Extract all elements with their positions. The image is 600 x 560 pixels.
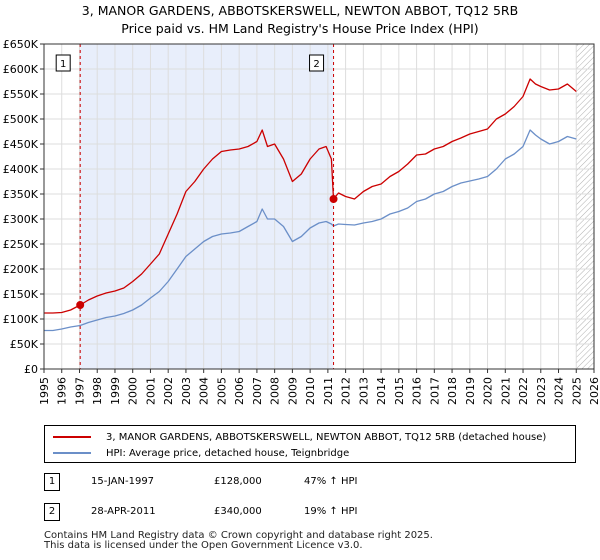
y-tick-label: £150K [3, 288, 39, 301]
footer-licence: This data is licensed under the Open Gov… [44, 540, 363, 551]
x-tick-label: 2003 [180, 377, 193, 405]
x-tick-label: 2010 [304, 377, 317, 405]
sale-row: 2 28-APR-2011 £340,000 19% ↑ HPI [44, 503, 574, 523]
y-tick-label: £600K [3, 63, 39, 76]
sale-hpi-change: 47% ↑ HPI [304, 476, 358, 487]
y-tick-label: £550K [3, 88, 39, 101]
price-chart: 1 2 £0 £50K £100K £150K £200K £250K £300K £350K £… [3, 38, 600, 405]
legend-swatch-hpi [53, 452, 91, 454]
x-tick-label: 2019 [464, 377, 477, 405]
hpi-series-line [44, 129, 577, 332]
x-tick-label: 2013 [357, 377, 370, 405]
x-tick-label: 2020 [482, 377, 495, 405]
y-tick-label: £450K [3, 138, 39, 151]
x-tick-label: 2024 [553, 377, 566, 405]
x-tick-label: 2004 [198, 377, 211, 405]
x-tick-label: 2007 [251, 377, 264, 405]
ownership-shade [80, 44, 334, 369]
sale-price: £340,000 [214, 506, 262, 517]
y-tick-label: £0 [24, 363, 38, 376]
x-tick-label: 2018 [446, 377, 459, 405]
chart-subtitle: Price paid vs. HM Land Registry's House … [121, 21, 479, 36]
x-tick-label: 1997 [73, 377, 86, 405]
sale-price: £128,000 [214, 476, 262, 487]
sale-badge: 1 [44, 473, 60, 491]
annotation-label: 2 [313, 59, 319, 70]
x-tick-label: 1998 [91, 377, 104, 405]
x-tick-label: 2016 [411, 377, 424, 405]
sale-point [329, 195, 338, 203]
sale-hpi-change: 19% ↑ HPI [304, 506, 358, 517]
legend-label-hpi: HPI: Average price, detached house, Teig… [106, 447, 350, 459]
x-tick-label: 1995 [38, 377, 51, 405]
y-tick-label: £500K [3, 113, 39, 126]
legend-item-property: 3, MANOR GARDENS, ABBOTSKERSWELL, NEWTON… [53, 429, 546, 445]
y-tick-label: £650K [3, 38, 39, 51]
chart-title: 3, MANOR GARDENS, ABBOTSKERSWELL, NEWTON… [81, 3, 519, 18]
y-tick-label: £300K [3, 213, 39, 226]
x-tick-label: 2025 [570, 377, 583, 405]
sale-badge: 2 [44, 503, 60, 521]
x-tick-label: 1999 [109, 377, 122, 405]
y-tick-label: £100K [3, 313, 39, 326]
sale-row: 1 15-JAN-1997 £128,000 47% ↑ HPI [44, 473, 574, 493]
x-tick-label: 2008 [269, 377, 282, 405]
sale-point [76, 301, 85, 309]
y-tick-label: £250K [3, 238, 39, 251]
plot-frame [43, 43, 595, 370]
x-tick-label: 2014 [375, 377, 388, 405]
y-tick-label: £400K [3, 163, 39, 176]
chart-title-block: 3, MANOR GARDENS, ABBOTSKERSWELL, NEWTON… [0, 2, 600, 38]
legend: 3, MANOR GARDENS, ABBOTSKERSWELL, NEWTON… [44, 425, 576, 463]
legend-swatch-property [53, 436, 91, 438]
footer-copyright: Contains HM Land Registry data © Crown c… [44, 530, 433, 541]
x-tick-label: 1996 [56, 377, 69, 405]
x-tick-label: 2009 [286, 377, 299, 405]
property-series-line [44, 78, 577, 314]
x-tick-label: 2022 [517, 377, 530, 405]
y-tick-label: £350K [3, 188, 39, 201]
y-tick-label: £200K [3, 263, 39, 276]
footer: Contains HM Land Registry data © Crown c… [44, 531, 433, 551]
sale-date: 28-APR-2011 [91, 506, 156, 517]
y-tick-label: £50K [10, 338, 39, 351]
sale-date: 15-JAN-1997 [91, 476, 155, 487]
x-tick-label: 2026 [588, 377, 600, 405]
x-tick-label: 2015 [393, 377, 406, 405]
x-tick-label: 2006 [233, 377, 246, 405]
x-tick-label: 2001 [144, 377, 157, 405]
annotation-box [55, 54, 71, 72]
x-tick-label: 2011 [322, 377, 335, 405]
forecast-hatch [576, 44, 594, 369]
x-tick-label: 2017 [428, 377, 441, 405]
x-tick-label: 2002 [162, 377, 175, 405]
x-tick-label: 2000 [127, 377, 140, 405]
x-tick-label: 2023 [535, 377, 548, 405]
annotation-box [309, 54, 325, 72]
legend-item-hpi: HPI: Average price, detached house, Teig… [53, 445, 349, 461]
x-tick-label: 2005 [215, 377, 228, 405]
legend-label-property: 3, MANOR GARDENS, ABBOTSKERSWELL, NEWTON… [106, 431, 547, 443]
x-tick-label: 2021 [499, 377, 512, 405]
x-tick-label: 2012 [340, 377, 353, 405]
annotation-label: 1 [60, 59, 66, 70]
